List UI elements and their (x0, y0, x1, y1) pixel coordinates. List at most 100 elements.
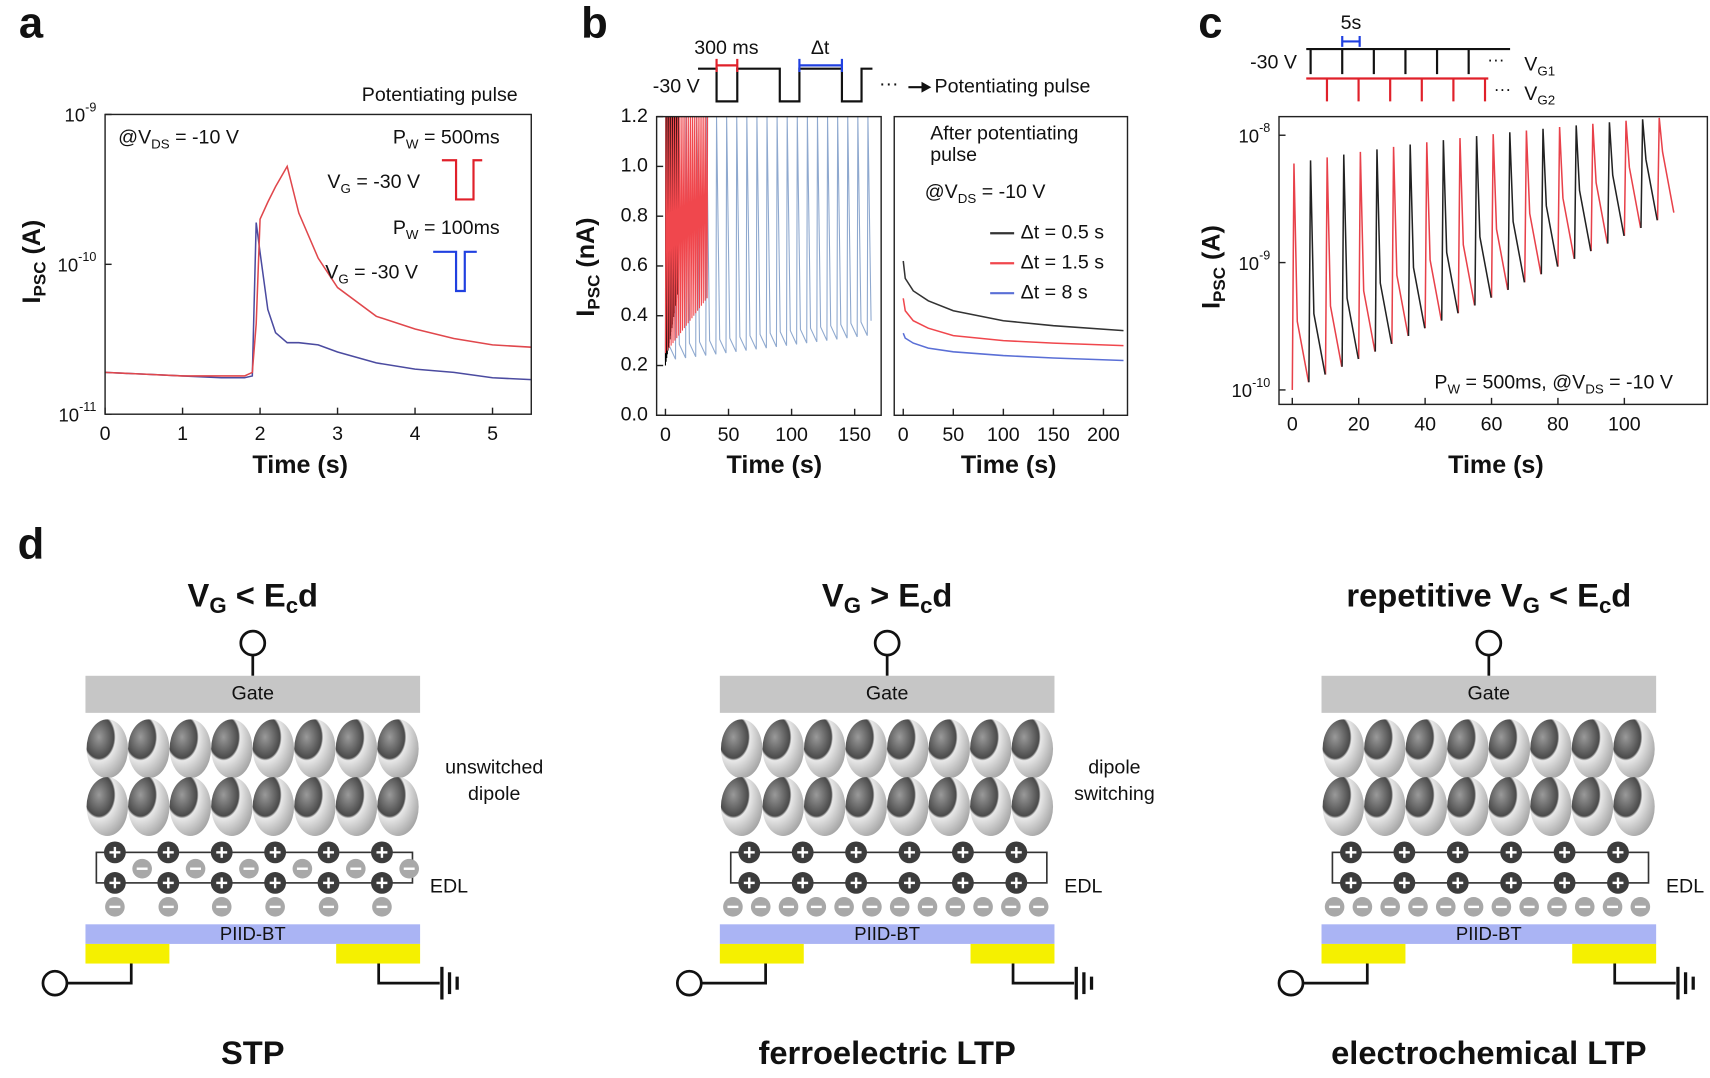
text-part: P (393, 127, 406, 149)
diagram-title: VG > Ecd (822, 576, 953, 618)
series-line (105, 164, 532, 377)
text-part: W (1448, 381, 1461, 396)
y-tick-label: 0.0 (621, 403, 648, 425)
source-terminal (41, 969, 69, 997)
dipole (377, 777, 419, 837)
annotation: Δt (811, 37, 830, 59)
text-part: P (393, 217, 406, 239)
text-part: repetitive V (1346, 576, 1522, 613)
y-axis-label: IPSC (nA) (571, 218, 602, 317)
dipole (128, 777, 170, 837)
dipole-label: dipole (1088, 757, 1140, 779)
plot-area (105, 164, 532, 381)
annotation: ··· (879, 73, 899, 95)
dipole (1613, 777, 1655, 837)
gate-electrode (1321, 675, 1657, 713)
drain-wire (377, 963, 440, 985)
dipole (1011, 777, 1054, 837)
text-part: V (1524, 83, 1537, 105)
dipole (720, 719, 763, 779)
legend-label: Δt = 8 s (1021, 281, 1088, 303)
dipole (970, 719, 1012, 779)
dipole (970, 777, 1012, 837)
text-part: G (209, 593, 226, 618)
annotation: PW = 500ms (393, 127, 500, 151)
text-part: < E (227, 576, 286, 613)
arrow-head (921, 81, 932, 93)
text-part: V (327, 171, 340, 193)
text-part: G1 (1537, 63, 1555, 78)
text-part: -10 (1252, 376, 1270, 390)
dipole (294, 719, 336, 779)
series-line (902, 260, 1124, 332)
dipole (252, 777, 295, 837)
y-tick-label: 10-8 (1238, 121, 1270, 146)
text-part: G (844, 593, 861, 618)
edl-box (1331, 851, 1650, 884)
dipole (845, 719, 887, 779)
x-tick-label: 100 (775, 424, 808, 446)
text-part: @V (118, 127, 151, 149)
bracket (1341, 35, 1361, 47)
text-part: V (325, 262, 338, 284)
annotation: After potentiating (930, 122, 1078, 144)
text-part: 10 (58, 254, 79, 275)
y-tick-label: 10-9 (65, 101, 97, 126)
annotation: -30 V (653, 75, 700, 97)
pulse-icon (433, 250, 477, 293)
edl-label: EDL (1666, 875, 1704, 897)
dipole (1488, 719, 1531, 779)
text-part: 10 (58, 404, 79, 425)
series-line (105, 222, 532, 381)
caption: STP (221, 1034, 285, 1071)
text-part: -10 (78, 250, 96, 264)
x-tick-label: 5 (487, 423, 498, 445)
channel-label: PIID-BT (854, 923, 920, 944)
text-part: c (286, 593, 298, 618)
x-tick-label: 0 (1287, 413, 1298, 435)
annotation: @VDS = -10 V (118, 127, 239, 151)
drain-electrode (336, 943, 421, 964)
dipole (211, 719, 253, 779)
dipole (1322, 777, 1365, 837)
channel (1321, 924, 1657, 944)
y-tick-label: 0.6 (621, 254, 648, 276)
dipole (128, 719, 170, 779)
dipole (803, 777, 846, 837)
y-tick-label: 10-9 (1238, 249, 1270, 274)
text-part: G (1523, 593, 1540, 618)
dipole (1447, 719, 1489, 779)
text-part: I (571, 310, 599, 317)
annotation: ··· (1494, 79, 1511, 99)
source-electrode (85, 943, 170, 964)
dipole (1571, 719, 1614, 779)
text-part: (nA) (571, 218, 599, 275)
y-tick-label: 10-10 (58, 250, 97, 275)
annotation: VG = -30 V (327, 171, 420, 195)
y-tick-label: 1.2 (621, 105, 648, 127)
source-electrode (719, 943, 804, 964)
y-tick-label: 0.8 (621, 204, 648, 226)
dipole (762, 777, 804, 837)
source-terminal (675, 969, 703, 997)
x-tick-label: 150 (1037, 424, 1070, 446)
annotation: pulse (930, 144, 977, 166)
text-part: = -10 V (976, 181, 1045, 203)
text-part: = -10 V (1604, 372, 1673, 394)
annotation: VG1 (1524, 54, 1555, 78)
text-part: G (338, 271, 348, 286)
plot-frame (104, 113, 532, 415)
text-part: PSC (1210, 267, 1229, 302)
x-tick-label: 200 (1087, 424, 1120, 446)
text-part: 10 (65, 105, 86, 126)
plot-area (902, 260, 1124, 362)
text-part: DS (151, 136, 170, 151)
panel-label: b (581, 0, 608, 48)
text-part: I (18, 296, 46, 303)
drain-electrode (1572, 943, 1657, 964)
pulse-train (1306, 47, 1511, 75)
text-part: = 100ms (419, 217, 500, 239)
x-tick-label: 100 (1608, 413, 1641, 435)
text-part: d (1611, 576, 1631, 613)
series-line (1291, 117, 1675, 390)
